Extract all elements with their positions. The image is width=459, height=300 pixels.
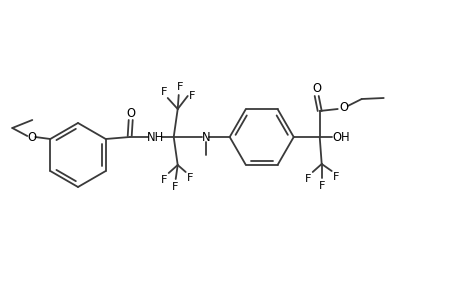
- Text: F: F: [332, 172, 338, 182]
- Text: F: F: [304, 174, 310, 184]
- Text: O: O: [28, 130, 37, 143]
- Text: O: O: [126, 106, 135, 119]
- Text: O: O: [338, 100, 347, 113]
- Text: F: F: [188, 91, 195, 101]
- Text: F: F: [160, 87, 167, 97]
- Text: NH: NH: [147, 130, 164, 143]
- Text: O: O: [312, 82, 320, 94]
- Text: F: F: [160, 175, 167, 185]
- Text: N: N: [201, 130, 210, 143]
- Text: F: F: [186, 173, 192, 183]
- Text: F: F: [176, 82, 183, 92]
- Text: OH: OH: [331, 130, 349, 143]
- Text: F: F: [171, 182, 178, 192]
- Text: F: F: [318, 181, 324, 191]
